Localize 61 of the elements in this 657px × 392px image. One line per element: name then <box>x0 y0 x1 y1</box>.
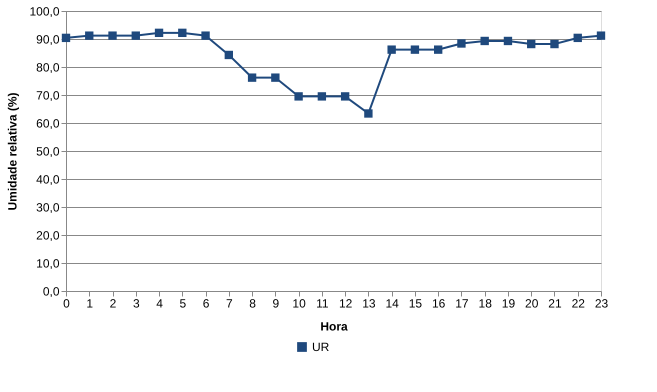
point <box>596 31 606 40</box>
y-tick-label: 100,0 <box>29 4 60 18</box>
x-tick-label: 10 <box>292 296 306 310</box>
point <box>364 109 373 118</box>
point <box>154 28 164 38</box>
y-axis-title: Umidade relativa (%) <box>5 92 20 211</box>
point <box>410 45 420 54</box>
y-tick-label: 30,0 <box>36 200 60 214</box>
y-tick-label: 80,0 <box>36 60 60 74</box>
point <box>108 31 117 40</box>
y-tick-label: 50,0 <box>36 144 60 158</box>
x-tick-label: 23 <box>594 296 608 310</box>
point <box>248 73 256 82</box>
x-tick-label: 1 <box>86 296 94 310</box>
y-tick-label: 40,0 <box>36 172 60 186</box>
point <box>504 36 512 46</box>
x-tick-label: 2 <box>110 296 117 310</box>
point <box>85 31 94 40</box>
x-tick-label: 19 <box>502 296 516 310</box>
x-tick-label: 15 <box>408 296 422 310</box>
x-tick-label: 13 <box>362 296 376 310</box>
x-tick-label: 7 <box>226 296 233 310</box>
x-tick-label: 0 <box>63 296 70 310</box>
x-tick-label: 18 <box>478 296 492 310</box>
x-tick-label: 21 <box>548 296 562 310</box>
y-tick-label: 10,0 <box>36 256 60 270</box>
y-tick-label: 0,0 <box>42 284 60 298</box>
point <box>387 45 396 54</box>
x-tick-label: 17 <box>455 296 469 310</box>
x-tick-label: 9 <box>272 296 280 310</box>
point <box>340 92 350 101</box>
x-tick-label: 8 <box>249 296 256 310</box>
x-tick-label: 12 <box>338 296 353 310</box>
x-tick-label: 20 <box>525 296 539 310</box>
y-tick-label: 70,0 <box>36 88 60 102</box>
legend-label: UR <box>312 340 330 354</box>
point <box>224 50 234 60</box>
point <box>480 36 489 46</box>
y-tick-label: 60,0 <box>36 116 60 130</box>
point <box>201 31 210 40</box>
point <box>574 34 582 42</box>
x-tick-label: 4 <box>156 296 164 310</box>
x-tick-label: 16 <box>432 296 446 310</box>
point <box>294 92 303 101</box>
point <box>132 31 140 40</box>
x-axis-title: Hora <box>320 320 348 334</box>
point <box>457 39 466 48</box>
point <box>271 73 280 82</box>
y-tick-label: 90,0 <box>36 32 60 46</box>
x-tick-label: 11 <box>316 296 329 310</box>
point <box>550 40 559 48</box>
x-tick-label: 5 <box>179 296 186 310</box>
x-tick-label: 3 <box>132 296 140 310</box>
y-tick-label: 20,0 <box>36 228 60 242</box>
x-tick-label: 22 <box>572 296 586 310</box>
point <box>318 92 326 101</box>
x-tick-label: 14 <box>385 296 400 310</box>
point <box>178 28 186 38</box>
x-tick-label: 6 <box>202 296 210 310</box>
point <box>527 40 536 48</box>
point <box>434 45 442 54</box>
